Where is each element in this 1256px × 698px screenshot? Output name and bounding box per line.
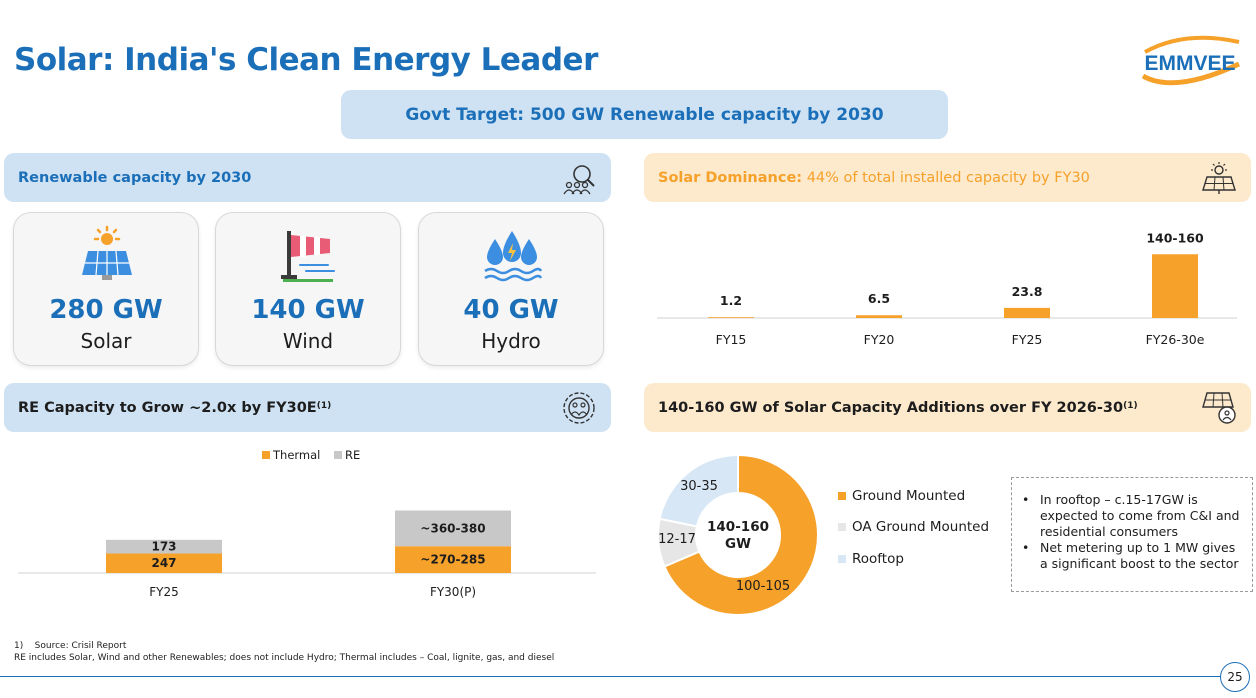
data-label: ~360-380 bbox=[420, 521, 485, 535]
data-label: 173 bbox=[151, 540, 176, 554]
hydro-capacity-value: 40 GW bbox=[463, 295, 559, 325]
legend-swatch bbox=[262, 451, 270, 459]
hydro-capacity-card: 40 GW Hydro bbox=[418, 212, 604, 366]
solar-capacity-bar-chart: 1.2 FY15 6.5 FY20 23.8 FY25 140-160 FY26-30e bbox=[657, 230, 1237, 347]
solar-panel-icon bbox=[82, 225, 132, 280]
bar-re-fy25 bbox=[106, 539, 222, 554]
solar-dominance-text: 44% of total installed capacity by FY30 bbox=[802, 169, 1090, 186]
solar-dominance-header: Solar Dominance: 44% of total installed … bbox=[644, 153, 1251, 202]
x-tick-label: FY25 bbox=[149, 585, 179, 599]
data-label: ~270-285 bbox=[420, 553, 485, 567]
slice-label: 100-105 bbox=[736, 579, 790, 594]
data-label: 140-160 bbox=[1146, 230, 1204, 245]
x-tick-label: FY20 bbox=[864, 332, 895, 347]
footnote-definitions: RE includes Solar, Wind and other Renewa… bbox=[14, 653, 555, 663]
bar-re-fy30p bbox=[395, 510, 511, 547]
re-capacity-stacked-chart: Thermal RE 247 173 FY25 ~270-285 ~360-380 FY30(… bbox=[18, 448, 596, 599]
note-item: Net metering up to 1 MW gives a signific… bbox=[1018, 540, 1246, 572]
x-tick-label: FY25 bbox=[1012, 332, 1043, 347]
data-label: 247 bbox=[151, 556, 176, 570]
re-capacity-header: RE Capacity to Grow ~2.0x by FY30E (1) bbox=[4, 383, 611, 432]
donut-center-label: 140-160 bbox=[707, 519, 769, 535]
renewable-capacity-title: Renewable capacity by 2030 bbox=[18, 169, 252, 186]
bar-thermal-fy25 bbox=[106, 553, 222, 573]
wind-capacity-value: 140 GW bbox=[251, 295, 365, 325]
solar-additions-header: 140-160 GW of Solar Capacity Additions o… bbox=[644, 383, 1251, 432]
note-item: In rooftop – c.15-17GW is expected to co… bbox=[1018, 492, 1246, 540]
logo-text: EMMVEE bbox=[1144, 52, 1235, 75]
legend-ground-mounted: Ground Mounted bbox=[838, 488, 965, 504]
slice-label: 30-35 bbox=[680, 479, 718, 494]
target-banner-text: Govt Target: 500 GW Renewable capacity b… bbox=[405, 104, 884, 125]
solar-capacity-card: 280 GW Solar bbox=[13, 212, 199, 366]
legend-oa-ground-mounted: OA Ground Mounted bbox=[838, 519, 989, 535]
data-label: 6.5 bbox=[868, 291, 890, 306]
growth-cycle-icon bbox=[563, 392, 595, 424]
data-label: 23.8 bbox=[1012, 284, 1043, 299]
water-drops-icon bbox=[484, 231, 543, 282]
wind-capacity-card: 140 GW Wind bbox=[215, 212, 401, 366]
hydro-capacity-label: Hydro bbox=[481, 329, 541, 353]
legend-label: RE bbox=[345, 448, 360, 462]
solar-capacity-value: 280 GW bbox=[49, 295, 163, 325]
solar-additions-title: 140-160 GW of Solar Capacity Additions o… bbox=[658, 399, 1124, 416]
target-banner: Govt Target: 500 GW Renewable capacity b… bbox=[341, 90, 948, 139]
legend-swatch-rooftop bbox=[838, 555, 846, 563]
legend-swatch bbox=[334, 451, 342, 459]
legend-label: Thermal bbox=[272, 448, 320, 462]
wind-sock-icon bbox=[281, 231, 335, 282]
footer-divider bbox=[0, 676, 1222, 677]
donut-center-unit: GW bbox=[725, 536, 751, 552]
slice-label: 12-17 bbox=[658, 532, 696, 547]
footnote-source: 1) Source: Crisil Report bbox=[14, 641, 127, 651]
x-tick-label: FY26-30e bbox=[1146, 332, 1205, 347]
wind-capacity-label: Wind bbox=[282, 329, 334, 353]
emmvee-logo: EMMVEE bbox=[1141, 35, 1241, 86]
legend-label-ground-mounted: Ground Mounted bbox=[852, 488, 966, 504]
bar-fy26-30e bbox=[1152, 254, 1198, 318]
solar-dominance-bold: Solar Dominance: bbox=[658, 169, 803, 186]
solar-panel-person-icon bbox=[1202, 392, 1236, 424]
rooftop-notes-box: In rooftop – c.15-17GW is expected to co… bbox=[1011, 477, 1253, 592]
legend-rooftop: Rooftop bbox=[838, 551, 904, 567]
legend-swatch-ground-mounted bbox=[838, 492, 846, 500]
solar-panel-sun-icon bbox=[1202, 162, 1236, 194]
legend-label-oa-ground-mounted: OA Ground Mounted bbox=[852, 519, 990, 535]
slice-rooftop bbox=[658, 453, 739, 528]
legend-swatch-oa-ground-mounted bbox=[838, 523, 846, 531]
re-capacity-title: RE Capacity to Grow ~2.0x by FY30E bbox=[18, 399, 317, 416]
data-label: 1.2 bbox=[720, 293, 742, 308]
legend-label-rooftop: Rooftop bbox=[852, 551, 904, 567]
solar-additions-footnote-ref: (1) bbox=[1123, 400, 1138, 411]
slice-ground-mounted bbox=[663, 453, 819, 616]
bar-thermal-fy30p bbox=[395, 546, 511, 573]
bar-fy25 bbox=[1004, 307, 1050, 318]
bar-fy20 bbox=[856, 315, 902, 318]
x-tick-label: FY30(P) bbox=[430, 585, 476, 599]
solar-capacity-label: Solar bbox=[80, 329, 132, 353]
bar-fy15 bbox=[708, 317, 754, 318]
page-title: Solar: India's Clean Energy Leader bbox=[14, 42, 598, 78]
renewable-capacity-header: Renewable capacity by 2030 bbox=[4, 153, 611, 202]
x-tick-label: FY15 bbox=[716, 332, 747, 347]
re-capacity-footnote-ref: (1) bbox=[316, 400, 332, 411]
page-number: 25 bbox=[1220, 662, 1250, 692]
search-people-icon bbox=[563, 165, 595, 195]
